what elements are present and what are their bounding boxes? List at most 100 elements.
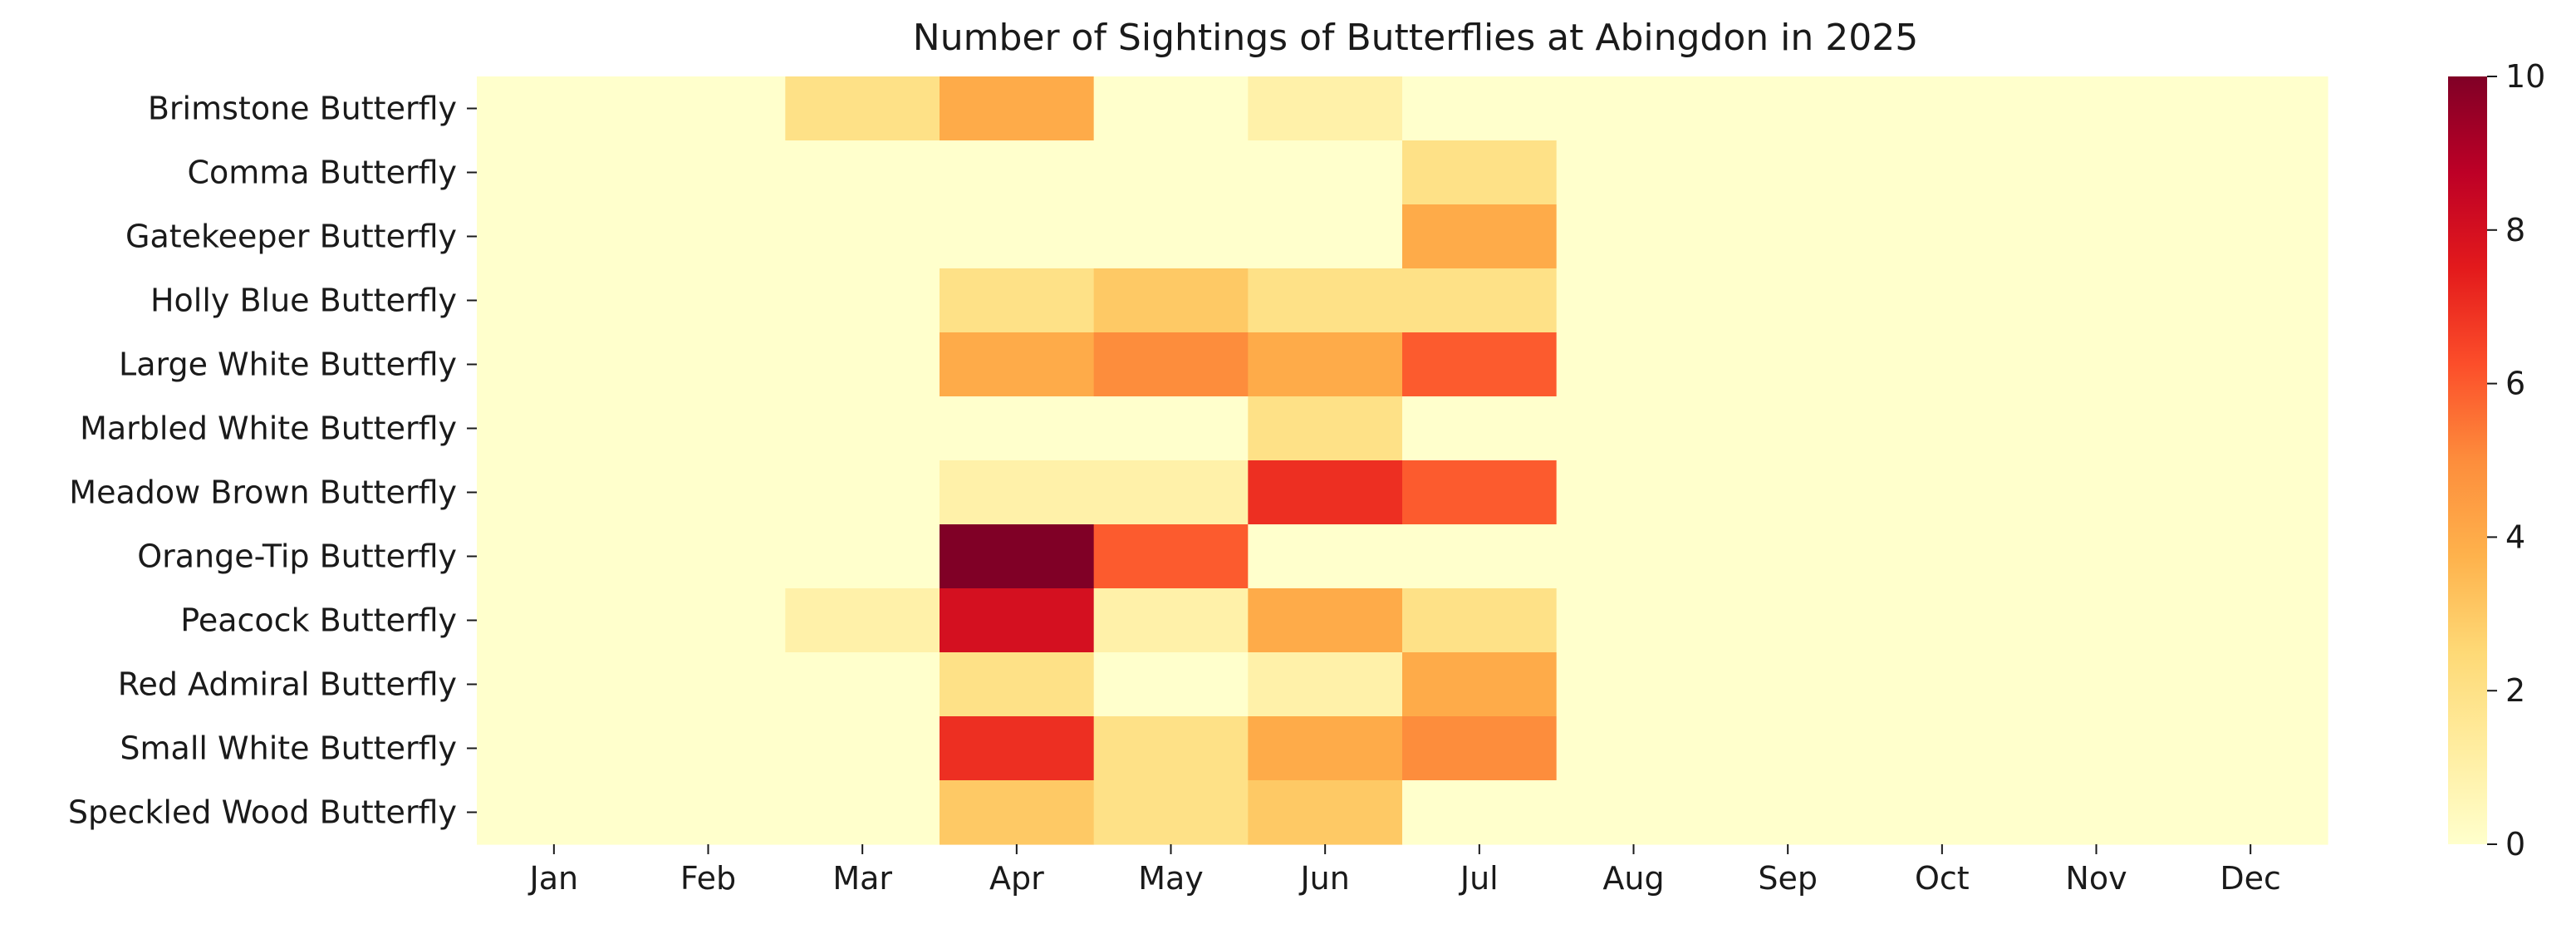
heatmap-cell: [1710, 140, 1866, 205]
heatmap-cell: [631, 588, 786, 653]
y-tick-label: Marbled White Butterfly: [80, 410, 457, 447]
y-tick-label: Brimstone Butterfly: [148, 91, 457, 127]
heatmap-cell: [1402, 396, 1558, 461]
y-tick-label: Orange-Tip Butterfly: [137, 538, 457, 575]
x-tick-label: Jul: [1459, 860, 1499, 897]
heatmap-cell: [1556, 76, 1711, 141]
heatmap-cell: [631, 716, 786, 781]
heatmap-cell: [1093, 204, 1249, 269]
heatmap-cell: [1865, 332, 2020, 397]
heatmap-cell: [477, 524, 632, 589]
heatmap-cell: [2019, 76, 2174, 141]
heatmap-cell: [1248, 588, 1403, 653]
y-tick-label: Gatekeeper Butterfly: [125, 219, 457, 255]
heatmap-cell: [785, 396, 940, 461]
heatmap-cell: [1865, 204, 2020, 269]
heatmap-cell: [1556, 652, 1711, 717]
heatmap-cell: [1865, 268, 2020, 333]
x-tick-label: Apr: [989, 860, 1044, 897]
heatmap-cell: [2173, 268, 2328, 333]
heatmap-cell: [785, 268, 940, 333]
heatmap-cell: [785, 204, 940, 269]
x-tick-label: Mar: [832, 860, 892, 897]
heatmap-cell: [1248, 780, 1403, 845]
heatmap-cell: [1865, 652, 2020, 717]
colorbar-gradient: [2448, 76, 2487, 844]
heatmap-cell: [477, 460, 632, 525]
heatmap-cell: [477, 716, 632, 781]
heatmap-cell: [1402, 140, 1558, 205]
heatmap-cell: [785, 780, 940, 845]
heatmap-cell: [1556, 780, 1711, 845]
heatmap-cell: [2019, 652, 2174, 717]
heatmap-cell: [631, 524, 786, 589]
heatmap-cell: [631, 268, 786, 333]
heatmap-cell: [477, 140, 632, 205]
heatmap-cell: [940, 588, 1095, 653]
heatmap-cell: [1710, 332, 1866, 397]
heatmap-cell: [1556, 396, 1711, 461]
heatmap-cell: [2019, 716, 2174, 781]
x-axis: Jan Feb Mar Apr May Jun Jul Aug Sep Oct Nov Dec: [528, 844, 2281, 897]
heatmap-cell: [2173, 332, 2328, 397]
heatmap-cell: [1556, 332, 1711, 397]
heatmap-cell: [940, 652, 1095, 717]
heatmap-cell: [1865, 588, 2020, 653]
heatmap-cell: [1556, 524, 1711, 589]
heatmap-cell: [1865, 76, 2020, 141]
heatmap-cell: [1556, 716, 1711, 781]
x-tick-label: Nov: [2065, 860, 2127, 897]
heatmap-cell: [2019, 588, 2174, 653]
x-tick-label: Jan: [528, 860, 579, 897]
heatmap-cell: [1710, 780, 1866, 845]
heatmap-cell: [631, 780, 786, 845]
heatmap-cell: [1865, 460, 2020, 525]
heatmap-cell: [1402, 652, 1558, 717]
heatmap-cell: [1556, 588, 1711, 653]
x-tick-label: Sep: [1758, 860, 1818, 897]
heatmap-cell: [2019, 396, 2174, 461]
x-tick-label: May: [1138, 860, 1204, 897]
heatmap-cell: [2173, 524, 2328, 589]
colorbar-tick-label: 4: [2505, 519, 2525, 555]
heatmap-cell: [1402, 76, 1558, 141]
heatmap-cell: [2019, 332, 2174, 397]
heatmap-cell: [1556, 460, 1711, 525]
heatmap-cell: [631, 460, 786, 525]
heatmap-cell: [1093, 268, 1249, 333]
heatmap-cell: [940, 140, 1095, 205]
colorbar-tick-label: 8: [2505, 212, 2525, 248]
heatmap-cell: [2173, 204, 2328, 269]
heatmap-cell: [2173, 460, 2328, 525]
heatmap-cell: [1556, 268, 1711, 333]
heatmap-cell: [477, 396, 632, 461]
heatmap-cell: [2173, 780, 2328, 845]
y-tick-label: Holly Blue Butterfly: [150, 283, 457, 319]
heatmap-cell: [1248, 652, 1403, 717]
heatmap-cell: [1093, 332, 1249, 397]
heatmap-cells: [477, 76, 2328, 845]
heatmap-cell: [1865, 780, 2020, 845]
heatmap-cell: [940, 524, 1095, 589]
heatmap-cell: [785, 140, 940, 205]
heatmap-cell: [785, 524, 940, 589]
x-tick-label: Feb: [680, 860, 736, 897]
heatmap-cell: [1710, 204, 1866, 269]
heatmap-cell: [1248, 268, 1403, 333]
heatmap-cell: [1093, 396, 1249, 461]
heatmap-cell: [2019, 204, 2174, 269]
heatmap-cell: [1865, 716, 2020, 781]
heatmap-cell: [940, 268, 1095, 333]
heatmap-cell: [940, 396, 1095, 461]
heatmap-cell: [2019, 524, 2174, 589]
heatmap-cell: [1865, 524, 2020, 589]
heatmap-cell: [1710, 652, 1866, 717]
heatmap-cell: [1093, 76, 1249, 141]
y-tick-label: Peacock Butterfly: [180, 602, 457, 639]
heatmap-cell: [1093, 716, 1249, 781]
heatmap-cell: [477, 332, 632, 397]
heatmap-cell: [785, 332, 940, 397]
heatmap-cell: [1248, 204, 1403, 269]
heatmap-cell: [940, 76, 1095, 141]
